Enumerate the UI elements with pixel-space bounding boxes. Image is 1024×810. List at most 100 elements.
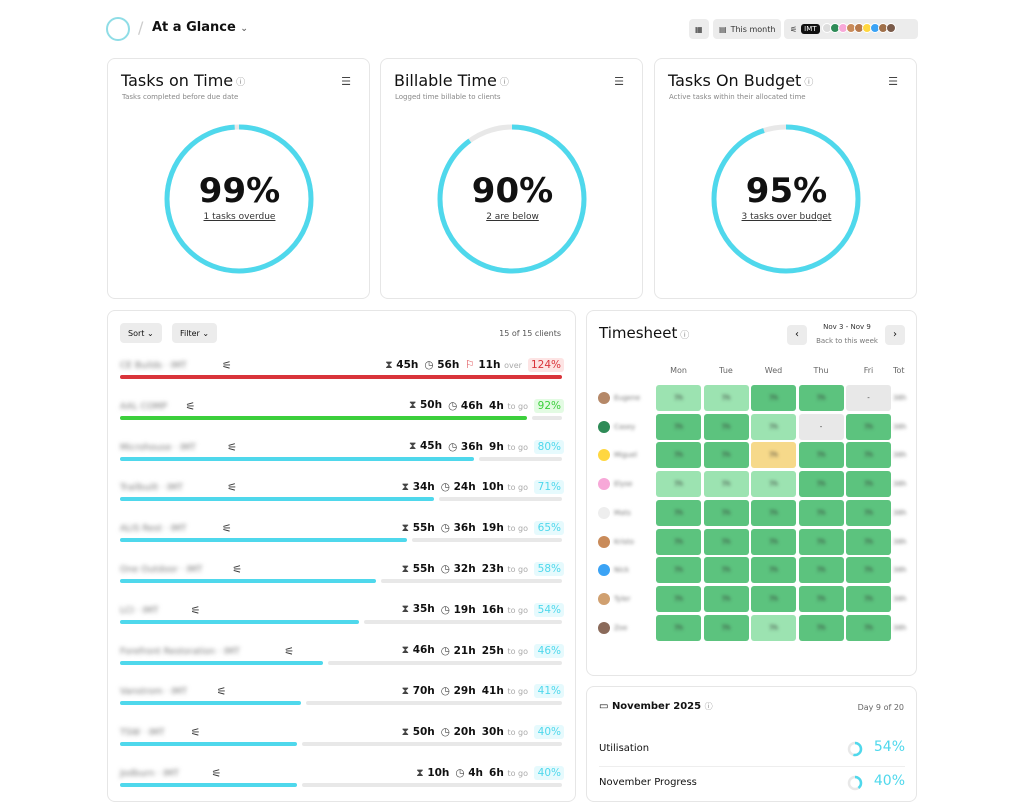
kpi-link[interactable]: 2 are below xyxy=(486,212,539,222)
timesheet-cell[interactable]: 7h xyxy=(703,413,749,440)
timesheet-cell[interactable]: 7h xyxy=(656,413,701,440)
adjust-icon[interactable]: ⚟ xyxy=(211,767,222,780)
clock-icon: ◷ xyxy=(440,481,450,494)
kpi-link[interactable]: 3 tasks over budget xyxy=(741,212,832,222)
client-row[interactable]: Vanstrom · IMT ⚟ ⧗ 70h ◷ 29h 41h to go 4… xyxy=(120,684,564,717)
client-name: Forefront Restoration · IMT xyxy=(120,646,240,657)
timesheet-cell[interactable]: 7h xyxy=(751,614,796,641)
date-range-button[interactable]: ▤ This month xyxy=(713,19,782,39)
client-row[interactable]: TSW · IMT ⚟ ⧗ 50h ◷ 20h 30h to go 40% xyxy=(120,725,564,758)
back-to-this-week-link[interactable]: Back to this week xyxy=(816,337,878,345)
timesheet-cell[interactable]: 7h xyxy=(703,385,749,411)
timesheet-cell[interactable]: 7h xyxy=(656,614,701,641)
page-title[interactable]: At a Glance ⌄ xyxy=(152,20,248,35)
timesheet-cell[interactable]: 7h xyxy=(846,499,891,526)
team-filter[interactable]: ⚟ IMT xyxy=(784,19,918,39)
timesheet-cell[interactable]: 7h xyxy=(751,585,796,612)
adjust-icon[interactable]: ⚟ xyxy=(216,685,227,699)
timesheet-cell[interactable]: 7h xyxy=(846,413,891,440)
timesheet-cell[interactable]: - xyxy=(846,385,891,411)
prev-week-button[interactable]: ‹ xyxy=(787,325,807,345)
adjust-icon[interactable]: ⚟ xyxy=(284,644,295,658)
client-row[interactable]: ALIS Rest · IMT ⚟ ⧗ 55h ◷ 36h 19h to go … xyxy=(120,521,564,554)
timesheet-cell[interactable]: 7h xyxy=(751,442,796,469)
metric-label: November Progress xyxy=(599,777,697,788)
progress-track xyxy=(301,783,562,787)
timesheet-cell[interactable]: 7h xyxy=(798,614,844,641)
timesheet-cell[interactable]: 7h xyxy=(656,385,701,411)
adjust-icon[interactable]: ⚟ xyxy=(227,440,238,454)
client-row[interactable]: Forefront Restoration · IMT ⚟ ⧗ 46h ◷ 21… xyxy=(120,643,564,677)
client-row[interactable]: Jodburn · IMT ⚟ ⧗ 10h ◷ 4h 6h to go 40% xyxy=(120,766,564,799)
client-name: Jodburn · IMT xyxy=(120,769,180,779)
timesheet-cell[interactable]: 7h xyxy=(846,528,891,555)
timesheet-cell[interactable]: 7h xyxy=(798,442,844,469)
clients-panel: Sort ⌄ Filter ⌄ 15 of 15 clients CE Buil… xyxy=(107,310,576,802)
grid-icon: ▦ xyxy=(695,24,703,34)
adjust-icon[interactable]: ⚟ xyxy=(222,359,232,372)
app-logo[interactable] xyxy=(106,17,130,41)
timesheet-cell[interactable]: 7h xyxy=(798,499,844,526)
adjust-icon[interactable]: ⚟ xyxy=(227,481,238,495)
timesheet-cell[interactable]: 7h xyxy=(703,471,749,498)
timesheet-cell[interactable]: 7h xyxy=(703,557,749,584)
timesheet-cell[interactable]: 7h xyxy=(846,442,891,469)
timesheet-cell[interactable]: 7h xyxy=(751,471,796,498)
timesheet-cell[interactable]: 7h xyxy=(656,557,701,584)
hourglass-icon: ⧗ xyxy=(408,440,417,453)
timesheet-cell[interactable]: 7h xyxy=(798,528,844,555)
timesheet-cell[interactable]: 7h xyxy=(751,385,796,411)
avatar[interactable] xyxy=(885,23,896,33)
client-row[interactable]: AAL COMP ⚟ ⧗ 50h ◷ 46h 4h to go 92% xyxy=(120,398,564,432)
timesheet-cell[interactable]: 7h xyxy=(798,585,844,612)
timesheet-cell[interactable]: 7h xyxy=(798,471,844,498)
next-week-button[interactable]: › xyxy=(885,325,905,345)
filter-button[interactable]: Filter ⌄ xyxy=(172,323,218,343)
avatar xyxy=(598,535,610,548)
progress-fill xyxy=(120,619,359,624)
timesheet-cell[interactable]: 7h xyxy=(656,585,701,612)
client-row[interactable]: CE Builds · IMT ⚟ ⧗ 45h ◷ 56h ⚐ 11h over… xyxy=(120,358,564,391)
list-icon[interactable]: ☰ xyxy=(341,75,351,88)
timesheet-cell[interactable]: 7h xyxy=(656,471,701,498)
timesheet-cell[interactable]: 7h xyxy=(656,442,701,469)
percent-badge: 40% xyxy=(534,766,564,780)
client-row[interactable]: LCI · IMT ⚟ ⧗ 35h ◷ 19h 16h to go 54% xyxy=(120,602,564,636)
list-icon[interactable]: ☰ xyxy=(888,75,898,88)
timesheet-cell[interactable]: 7h xyxy=(751,499,796,526)
timesheet-cell[interactable]: - xyxy=(798,413,844,440)
adjust-icon[interactable]: ⚟ xyxy=(222,522,232,536)
sort-button[interactable]: Sort ⌄ xyxy=(120,323,162,343)
day-header: Thu xyxy=(813,366,829,375)
list-icon[interactable]: ☰ xyxy=(614,75,624,88)
timesheet-cell[interactable]: 7h xyxy=(798,385,844,411)
timesheet-cell[interactable]: 7h xyxy=(656,528,701,555)
client-row[interactable]: Trailbuilt · IMT ⚟ ⧗ 34h ◷ 24h 10h to go… xyxy=(120,480,564,513)
timesheet-cell[interactable]: 7h xyxy=(846,614,891,641)
kpi-link[interactable]: 1 tasks overdue xyxy=(203,212,276,222)
timesheet-cell[interactable]: 7h xyxy=(703,528,749,555)
row-total: 38h xyxy=(893,594,907,603)
timesheet-cell[interactable]: 7h xyxy=(846,471,891,498)
timesheet-cell[interactable]: 7h xyxy=(703,499,749,526)
timesheet-cell[interactable]: 7h xyxy=(846,557,891,584)
timesheet-cell[interactable]: 7h xyxy=(846,585,891,612)
timesheet-cell[interactable]: 7h xyxy=(703,585,749,612)
grid-view-button[interactable]: ▦ xyxy=(689,19,709,39)
adjust-icon[interactable]: ⚟ xyxy=(185,399,196,413)
timesheet-cell[interactable]: 7h xyxy=(703,614,749,641)
clock-icon: ◷ xyxy=(440,522,450,535)
timesheet-cell[interactable]: 7h xyxy=(751,557,796,584)
adjust-icon[interactable]: ⚟ xyxy=(232,563,243,576)
timesheet-cell[interactable]: 7h xyxy=(798,557,844,584)
timesheet-cell[interactable]: 7h xyxy=(751,413,796,440)
client-row[interactable]: One Outdoor · IMT ⚟ ⧗ 55h ◷ 32h 23h to g… xyxy=(120,562,564,595)
timesheet-cell[interactable]: 7h xyxy=(656,499,701,526)
avatar xyxy=(598,392,610,404)
week-range: Nov 3 - Nov 9 xyxy=(823,323,871,331)
client-row[interactable]: Microhouse · IMT ⚟ ⧗ 45h ◷ 36h 9h to go … xyxy=(120,439,564,473)
adjust-icon[interactable]: ⚟ xyxy=(190,726,201,740)
timesheet-cell[interactable]: 7h xyxy=(751,528,796,555)
timesheet-cell[interactable]: 7h xyxy=(703,442,749,469)
adjust-icon[interactable]: ⚟ xyxy=(190,603,201,617)
